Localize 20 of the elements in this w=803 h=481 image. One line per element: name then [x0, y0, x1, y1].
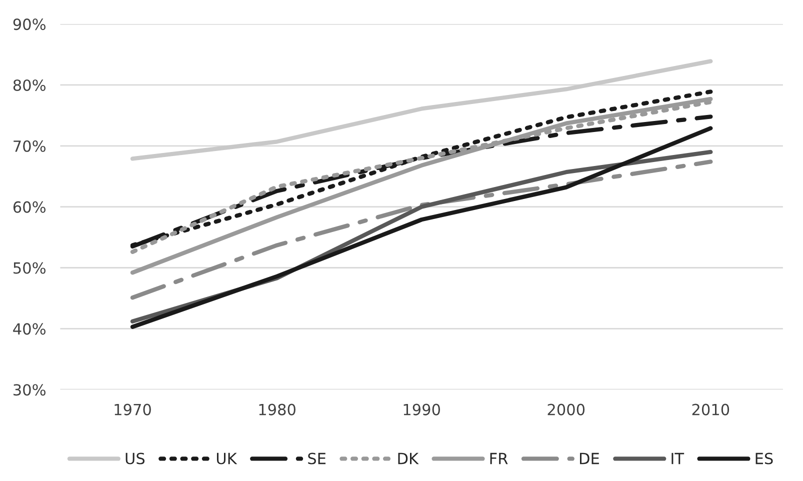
x-tick-label: 2000: [548, 404, 585, 416]
legend-label: SE: [308, 452, 326, 464]
y-tick-label: 80%: [13, 79, 46, 91]
legend-label: DK: [398, 452, 419, 464]
legend-label: IT: [672, 452, 684, 464]
x-tick-label: 1980: [259, 404, 296, 416]
x-tick-label: 2010: [692, 404, 730, 416]
x-tick-label: 1990: [404, 404, 440, 416]
y-tick-label: 70%: [14, 140, 46, 152]
x-tick-label: 1970: [114, 404, 151, 416]
y-tick-label: 90%: [13, 18, 46, 30]
legend-label: DE: [580, 452, 599, 464]
legend-label: FR: [490, 452, 508, 464]
y-tick-label: 40%: [13, 323, 46, 335]
legend-label: UK: [216, 452, 238, 464]
legend-label: ES: [756, 452, 773, 464]
y-tick-label: 30%: [14, 384, 46, 396]
y-tick-label: 60%: [13, 201, 46, 213]
legend-label: US: [126, 452, 145, 464]
y-tick-label: 50%: [14, 262, 46, 274]
